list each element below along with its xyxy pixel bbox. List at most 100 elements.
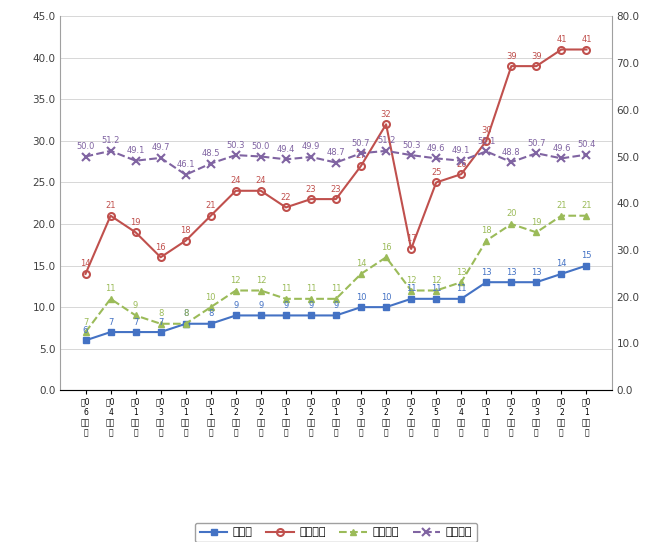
Text: 12: 12 xyxy=(255,276,266,285)
Text: 50.7: 50.7 xyxy=(352,139,370,147)
전체인구 xyxy=(583,46,591,53)
Text: 7: 7 xyxy=(158,318,163,326)
Text: 49.6: 49.6 xyxy=(427,144,446,153)
Text: 12: 12 xyxy=(230,276,241,285)
전체인구 xyxy=(432,179,440,186)
세대수 xyxy=(532,279,540,286)
전체인구 xyxy=(81,270,89,277)
Text: 50.3: 50.3 xyxy=(402,140,421,150)
세대수 xyxy=(257,312,265,319)
여성비율 xyxy=(257,153,265,160)
Text: 21: 21 xyxy=(556,201,566,210)
세대수 xyxy=(583,262,591,269)
여성인구 xyxy=(507,221,515,227)
여성비율 xyxy=(382,147,390,154)
Text: 26: 26 xyxy=(456,159,466,169)
여성인구 xyxy=(357,270,365,277)
Text: 50.4: 50.4 xyxy=(577,140,595,149)
Text: 50.0: 50.0 xyxy=(252,142,270,151)
Text: 7: 7 xyxy=(133,318,138,326)
Text: 21: 21 xyxy=(581,201,592,210)
전체인구 xyxy=(307,196,315,202)
Text: 10: 10 xyxy=(355,293,366,301)
Text: 50.7: 50.7 xyxy=(527,139,546,147)
전체인구 xyxy=(132,229,140,236)
여성인구 xyxy=(482,237,491,244)
세대수 xyxy=(432,295,440,302)
세대수 xyxy=(307,312,315,319)
여성비율 xyxy=(132,158,140,164)
Text: 21: 21 xyxy=(106,201,116,210)
Line: 여성비율: 여성비율 xyxy=(81,147,591,179)
Text: 19: 19 xyxy=(130,218,141,227)
Line: 전체인구: 전체인구 xyxy=(82,46,590,278)
Text: 50.0: 50.0 xyxy=(77,142,95,151)
Text: 39: 39 xyxy=(506,51,517,61)
Text: 13: 13 xyxy=(456,268,466,276)
Text: 9: 9 xyxy=(258,301,263,310)
Text: 22: 22 xyxy=(281,193,291,202)
여성비율 xyxy=(207,160,215,167)
여성인구 xyxy=(257,287,265,294)
여성인구 xyxy=(532,229,540,236)
Text: 11: 11 xyxy=(431,284,442,293)
Text: 18: 18 xyxy=(180,226,191,235)
여성인구 xyxy=(432,287,440,294)
세대수 xyxy=(132,329,140,335)
Text: 8: 8 xyxy=(158,309,163,318)
Text: 13: 13 xyxy=(531,268,542,276)
Text: 51.2: 51.2 xyxy=(101,137,120,145)
Text: 10: 10 xyxy=(381,293,391,301)
Text: 16: 16 xyxy=(155,243,166,251)
여성비율 xyxy=(107,147,115,154)
Text: 23: 23 xyxy=(331,184,341,193)
Text: 13: 13 xyxy=(481,268,492,276)
여성인구 xyxy=(282,295,290,302)
세대수 xyxy=(382,304,390,311)
세대수 xyxy=(181,320,190,327)
여성비율 xyxy=(532,150,540,157)
Text: 14: 14 xyxy=(80,259,91,268)
Text: 11: 11 xyxy=(106,284,116,293)
Text: 27: 27 xyxy=(355,151,366,160)
여성비율 xyxy=(583,151,591,158)
세대수 xyxy=(232,312,240,319)
세대수 xyxy=(107,329,115,335)
여성인구 xyxy=(382,254,390,261)
여성비율 xyxy=(282,156,290,163)
Text: 51.1: 51.1 xyxy=(477,137,495,146)
Text: 11: 11 xyxy=(331,284,341,293)
전체인구 xyxy=(482,138,491,144)
여성비율 xyxy=(407,152,415,158)
세대수 xyxy=(407,295,415,302)
Text: 21: 21 xyxy=(206,201,216,210)
전체인구 xyxy=(181,237,190,244)
여성비율 xyxy=(332,159,340,166)
여성비율 xyxy=(157,154,165,161)
Text: 8: 8 xyxy=(208,309,214,318)
Text: 11: 11 xyxy=(406,284,417,293)
여성비율 xyxy=(232,152,240,158)
Text: 49.1: 49.1 xyxy=(452,146,470,155)
여성인구 xyxy=(407,287,415,294)
전체인구 xyxy=(382,121,390,127)
Text: 49.7: 49.7 xyxy=(151,143,170,152)
전체인구 xyxy=(457,171,465,177)
Text: 14: 14 xyxy=(556,259,566,268)
여성인구 xyxy=(132,312,140,319)
Text: 48.5: 48.5 xyxy=(202,149,220,158)
Text: 49.4: 49.4 xyxy=(277,145,295,154)
여성비율 xyxy=(507,159,515,165)
Text: 7: 7 xyxy=(108,318,114,326)
전체인구 xyxy=(157,254,165,261)
Text: 30: 30 xyxy=(481,126,492,136)
Text: 12: 12 xyxy=(431,276,442,285)
Text: 6: 6 xyxy=(83,326,88,335)
Text: 16: 16 xyxy=(381,243,391,251)
Line: 여성인구: 여성인구 xyxy=(82,212,590,335)
전체인구 xyxy=(507,63,515,69)
여성인구 xyxy=(157,320,165,327)
Text: 11: 11 xyxy=(306,284,317,293)
Text: 46.1: 46.1 xyxy=(177,160,195,169)
세대수 xyxy=(507,279,515,286)
